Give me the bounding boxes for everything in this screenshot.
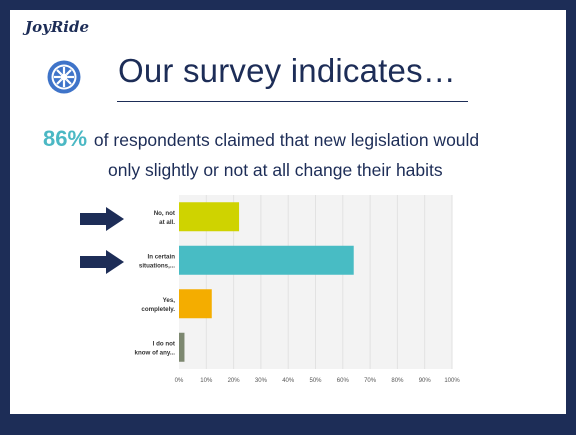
x-tick-label: 0% — [175, 378, 184, 384]
chart-svg: No, not at all. In certain situations,... Ye… — [135, 195, 460, 384]
stat-line-1: 86% of respondents claimed that new legi… — [43, 124, 543, 155]
arrow-right-icon — [80, 207, 124, 231]
x-tick-label: 50% — [309, 378, 322, 384]
bar-chart: No, not at all. In certain situations,... Ye… — [72, 193, 472, 393]
x-tick-label: 20% — [228, 378, 241, 384]
category-label: In certain situations,... — [139, 253, 175, 269]
x-tick-label: 100% — [444, 378, 460, 384]
stat-line-2: only slightly or not at all change their… — [108, 160, 443, 180]
title-divider — [117, 101, 468, 102]
bar — [179, 245, 354, 275]
bar — [179, 202, 240, 232]
category-label: Yes, completely. — [141, 297, 175, 313]
category-label: I do not know of any... — [135, 340, 176, 356]
stat-percentage: 86% — [43, 126, 88, 151]
x-tick-label: 80% — [391, 378, 404, 384]
x-tick-label: 60% — [337, 378, 350, 384]
stat-text-1: of respondents claimed that new legislat… — [93, 130, 480, 150]
bar — [179, 289, 212, 319]
wheel-icon — [47, 60, 81, 94]
category-label: No, not at all. — [154, 210, 176, 226]
brand-logo: JoyRide — [25, 18, 90, 36]
arrow-right-icon — [80, 250, 124, 274]
x-tick-label: 10% — [200, 378, 213, 384]
bar — [179, 332, 185, 362]
x-tick-label: 70% — [364, 378, 377, 384]
x-tick-label: 40% — [282, 378, 295, 384]
x-tick-label: 30% — [255, 378, 268, 384]
x-tick-label: 90% — [419, 378, 432, 384]
slide-title: Our survey indicates… — [118, 52, 456, 89]
